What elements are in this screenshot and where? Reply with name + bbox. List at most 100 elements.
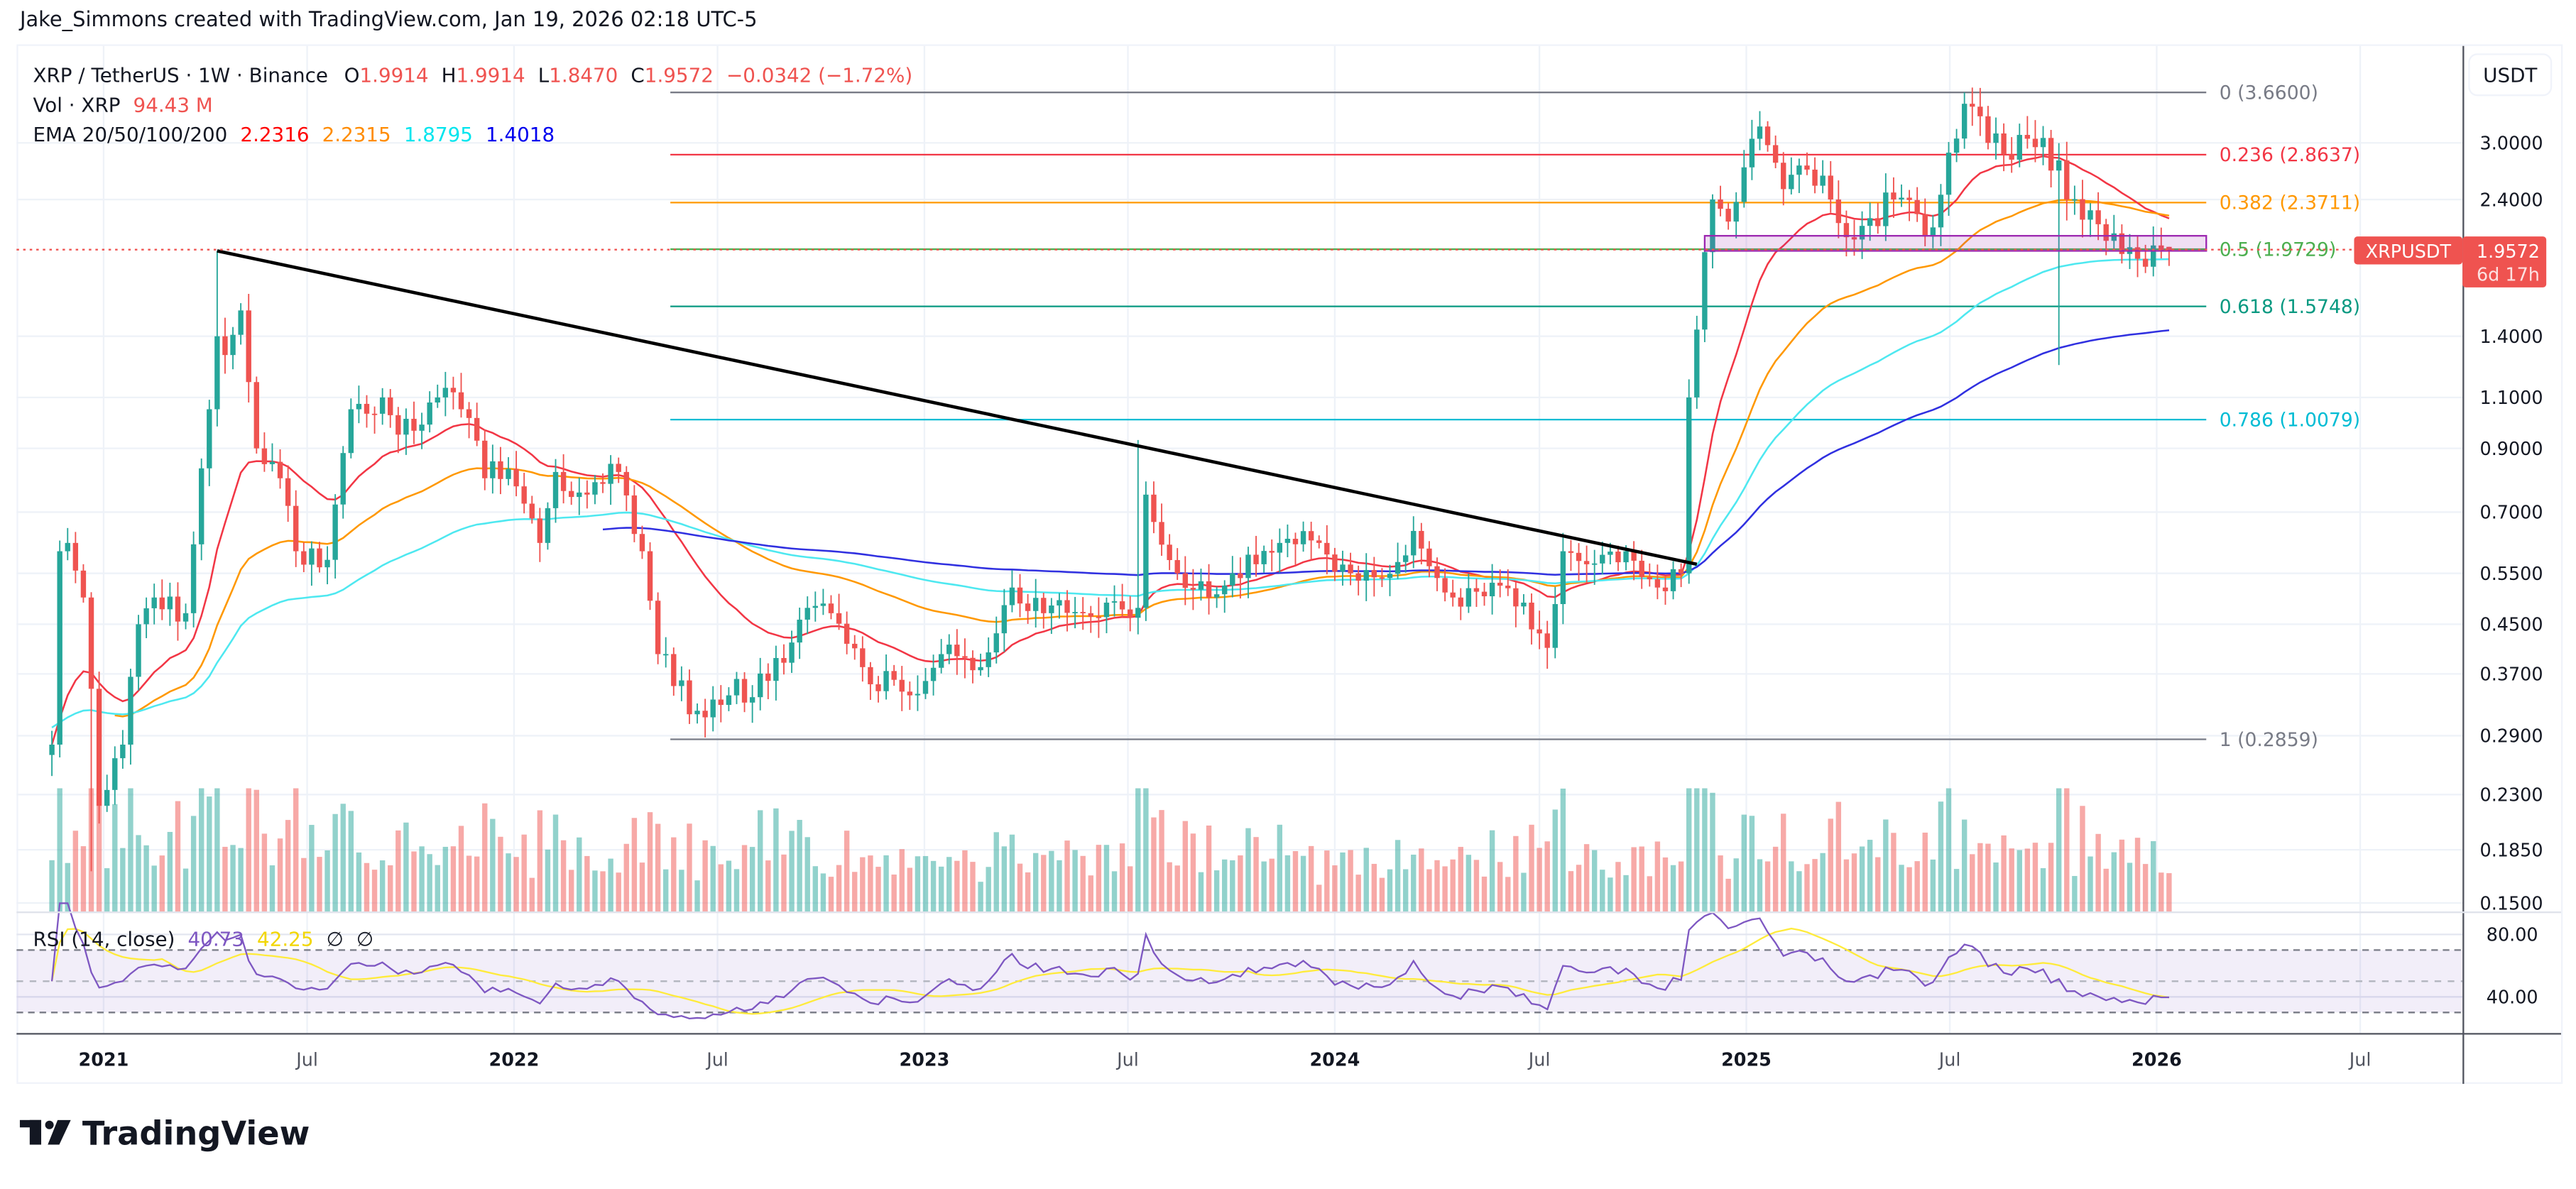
volume-bar: [915, 856, 921, 912]
candle: [1906, 190, 1912, 221]
volume-bar: [143, 845, 149, 912]
candle: [671, 647, 677, 696]
candle-body: [1072, 612, 1078, 613]
candle-body: [915, 694, 921, 696]
volume-bar: [1213, 870, 1220, 912]
volume-label: Vol · XRP: [33, 93, 120, 116]
candle: [301, 542, 307, 572]
candle-body: [891, 671, 897, 680]
candle: [608, 455, 613, 505]
time-axis[interactable]: 2021 Jul 2022 Jul 2023 Jul 2024 Jul 2025 Jul 2026 J…: [79, 1048, 2372, 1070]
candle: [371, 406, 378, 434]
candle-body: [72, 542, 79, 571]
candle-body: [136, 624, 141, 677]
volume-bar: [616, 872, 621, 912]
volume-bar: [1623, 875, 1629, 912]
candle: [1253, 535, 1259, 577]
volume-bar: [1789, 861, 1794, 912]
volume-bar: [1513, 835, 1519, 912]
currency-button[interactable]: USDT: [2468, 53, 2553, 97]
volume-bar: [419, 846, 425, 912]
volume-bar: [167, 831, 173, 912]
symbol-title[interactable]: XRP / TetherUS · 1W · Binance: [33, 64, 327, 87]
candle: [214, 251, 220, 427]
legend-rsi[interactable]: RSI (14, close) 40.73 42.25 ∅ ∅: [33, 928, 373, 951]
candle-body: [1977, 106, 1983, 116]
candle-body: [1434, 566, 1440, 579]
candle: [1324, 525, 1330, 575]
candle: [1922, 198, 1928, 247]
volume-bar: [2087, 856, 2093, 912]
candle: [120, 730, 126, 769]
volume-bar: [1654, 841, 1661, 912]
candle: [1222, 580, 1228, 613]
candle-body: [175, 596, 181, 622]
candle: [1820, 160, 1825, 194]
candle: [2119, 224, 2125, 264]
candle: [332, 494, 338, 579]
candle-body: [2009, 154, 2014, 160]
fibonacci-retracement[interactable]: 0 (3.6600) 0.236 (2.8637) 0.382 (2.3711) 0.…: [670, 82, 2360, 751]
candle-body: [506, 469, 511, 479]
legend-ohlc[interactable]: XRP / TetherUS · 1W · Binance O1.9914 H1…: [33, 64, 912, 87]
candle: [2040, 126, 2046, 165]
candle-body: [2024, 135, 2031, 139]
candle: [741, 672, 748, 713]
candle-body: [1009, 587, 1015, 606]
candle-body: [482, 440, 488, 478]
candle-body: [1222, 585, 1228, 595]
candle: [552, 459, 559, 523]
candle: [442, 371, 449, 417]
candle: [1757, 111, 1763, 150]
legend-volume[interactable]: Vol · XRP 94.43 M: [33, 93, 212, 116]
legend-ema[interactable]: EMA 20/50/100/200 2.2316 2.2315 1.8795 1…: [33, 123, 555, 146]
candle-body: [466, 409, 472, 418]
candle: [1261, 545, 1267, 573]
ema50-line: [114, 199, 2170, 718]
candle: [1930, 214, 1936, 248]
volume-bar: [1434, 860, 1440, 912]
price-axis[interactable]: 3.0000 2.4000 1.4000 1.1000 0.9000 0.7000 0.55…: [2480, 133, 2543, 1008]
candle: [1843, 210, 1850, 257]
candle-body: [1828, 175, 1833, 200]
volume-bar: [1568, 871, 1574, 912]
drawings[interactable]: [217, 235, 2207, 566]
candle-body: [1906, 197, 1912, 200]
volume-bar: [1851, 853, 1857, 912]
volume-bar: [986, 867, 991, 912]
candle: [868, 662, 873, 700]
candle-body: [1970, 104, 1975, 107]
candle-body: [1103, 602, 1110, 618]
volume-bar: [962, 850, 968, 912]
candle-body: [104, 789, 110, 806]
candle-body: [57, 551, 62, 745]
candle: [269, 443, 275, 472]
volume-bar: [371, 870, 378, 912]
candle-body: [2166, 246, 2172, 251]
candle: [1772, 135, 1779, 168]
legend[interactable]: XRP / TetherUS · 1W · Binance O1.9914 H1…: [33, 64, 912, 951]
volume-bar: [1552, 809, 1558, 912]
candle: [1198, 569, 1204, 601]
volume-bar: [537, 810, 543, 912]
candle: [1080, 597, 1086, 630]
candle: [1670, 561, 1676, 600]
candle-body: [458, 392, 464, 410]
candle: [1851, 219, 1857, 256]
volume-bar: [1017, 863, 1023, 912]
volume-bar: [860, 857, 866, 912]
volume-bar: [1631, 847, 1637, 912]
volume-bar: [1537, 848, 1542, 912]
rsi-lines: [50, 902, 2170, 1020]
candle-body: [167, 596, 173, 610]
candle-body: [1662, 587, 1669, 591]
price-tick-label: 1.4000: [2480, 326, 2543, 347]
candle-body: [1025, 603, 1031, 611]
candle-body: [1269, 551, 1275, 553]
candle: [1041, 593, 1047, 629]
tradingview-logo[interactable]: TradingView: [19, 1114, 310, 1153]
candle-body: [2159, 245, 2164, 252]
candle: [789, 630, 795, 673]
candle: [1128, 596, 1133, 632]
